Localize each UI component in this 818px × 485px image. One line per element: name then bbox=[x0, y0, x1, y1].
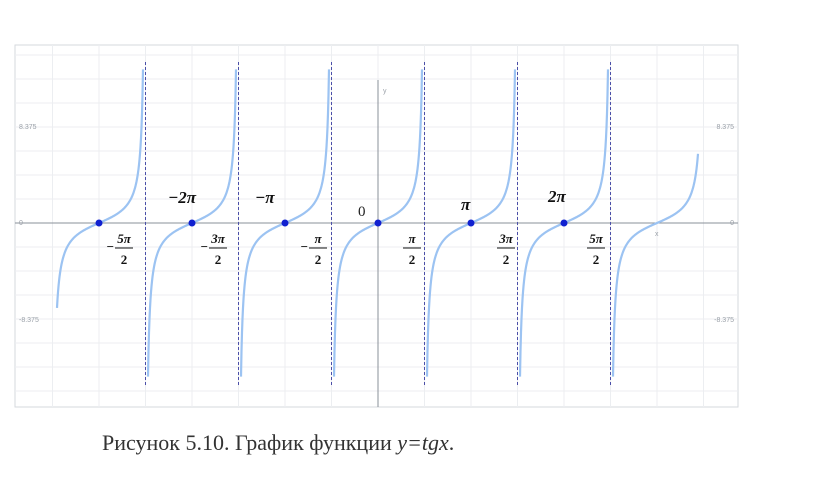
tick-label: 0 bbox=[19, 220, 23, 227]
zero-point bbox=[374, 219, 382, 227]
tan-branch bbox=[611, 153, 700, 377]
tick-label: 8.375 bbox=[716, 124, 734, 131]
fraction-numerator: π bbox=[314, 231, 322, 246]
tick-label: 8.375 bbox=[19, 124, 37, 131]
fraction-numerator: π bbox=[408, 231, 416, 246]
y-axis-label: y bbox=[383, 88, 387, 95]
point-label: π bbox=[461, 195, 471, 214]
fraction-sign: − bbox=[301, 239, 308, 254]
zero-point bbox=[95, 219, 103, 227]
curves bbox=[55, 62, 700, 385]
tick-label: 0 bbox=[730, 220, 734, 227]
tick-label: -8.375 bbox=[19, 317, 39, 324]
tick-label: -8.375 bbox=[714, 317, 734, 324]
caption-end: . bbox=[449, 430, 455, 455]
fraction-sign: − bbox=[201, 239, 208, 254]
fraction-numerator: 5π bbox=[589, 231, 604, 246]
fraction-sign: − bbox=[107, 239, 114, 254]
fraction-denominator: 2 bbox=[315, 252, 322, 267]
fraction-denominator: 2 bbox=[593, 252, 600, 267]
x-axis-label: x bbox=[655, 231, 659, 238]
fraction-denominator: 2 bbox=[409, 252, 416, 267]
fraction-denominator: 2 bbox=[215, 252, 222, 267]
fraction-numerator: 3π bbox=[210, 231, 226, 246]
zero-point bbox=[560, 219, 568, 227]
zero-point bbox=[188, 219, 196, 227]
point-label: 0 bbox=[358, 204, 366, 220]
point-label: 2π bbox=[547, 187, 567, 206]
caption-formula: y=tgx bbox=[395, 430, 449, 455]
point-label: −2π bbox=[168, 188, 197, 207]
zero-point bbox=[281, 219, 289, 227]
caption-text: Рисунок 5.10. График функции bbox=[102, 430, 397, 455]
fraction-denominator: 2 bbox=[503, 252, 510, 267]
point-label: −π bbox=[255, 188, 275, 207]
fraction-numerator: 5π bbox=[117, 231, 132, 246]
caption: Рисунок 5.10. График функции y=tgx. bbox=[102, 430, 454, 455]
fraction-numerator: 3π bbox=[498, 231, 514, 246]
zero-point bbox=[467, 219, 475, 227]
fraction-denominator: 2 bbox=[121, 252, 128, 267]
